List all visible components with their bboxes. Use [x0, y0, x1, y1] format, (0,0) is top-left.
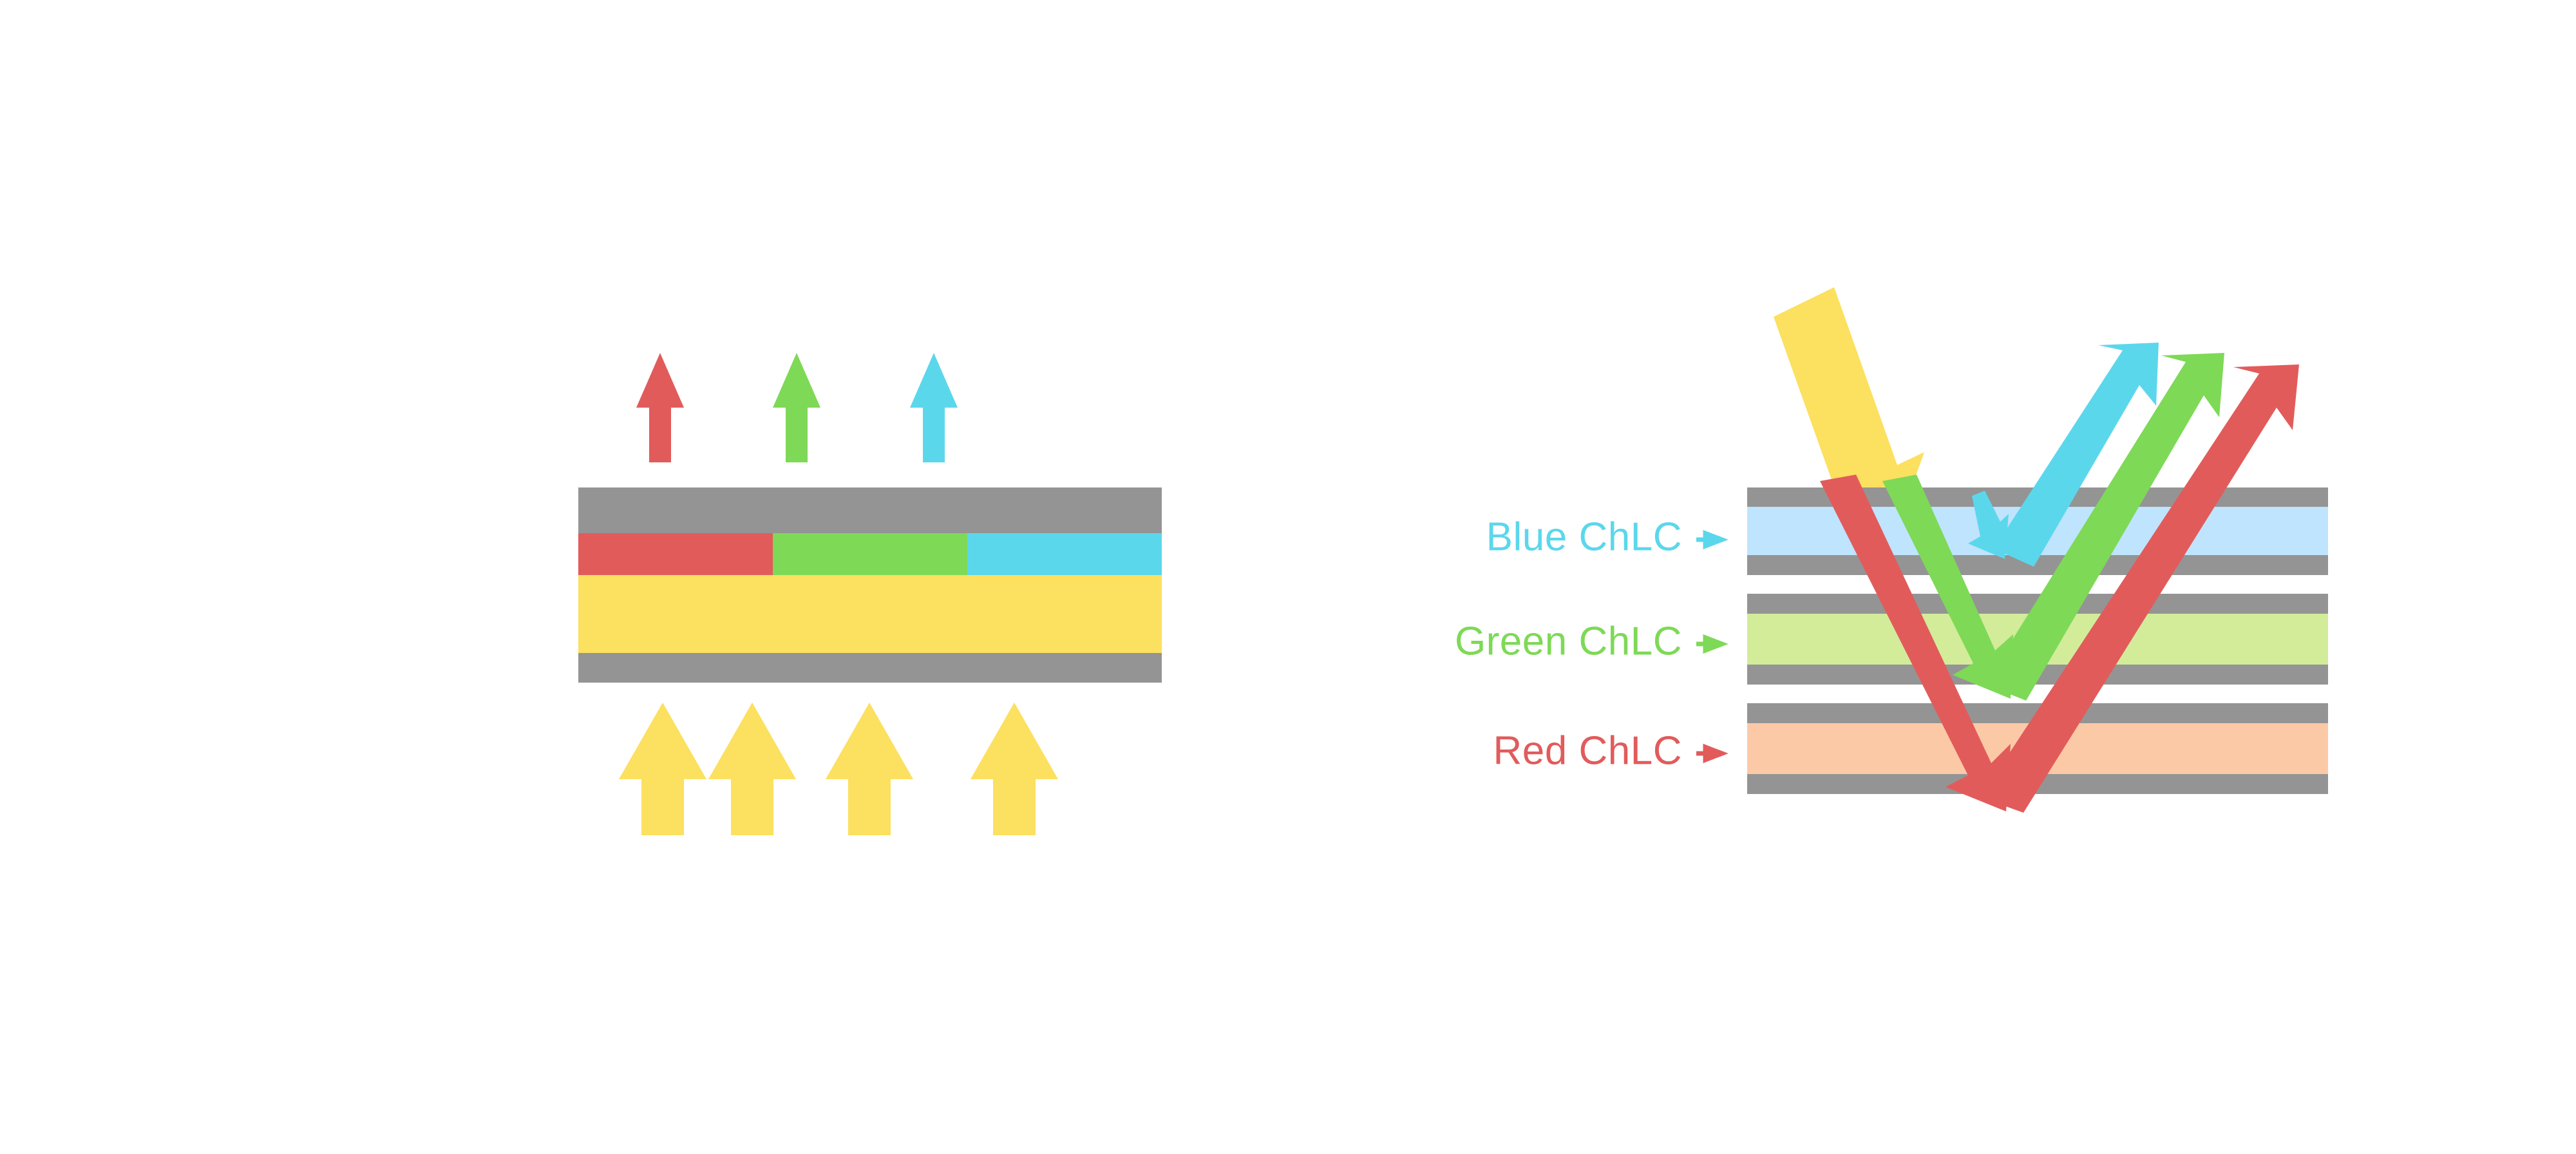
green-filter-segment [773, 533, 967, 575]
left-source-arrows [619, 703, 1058, 835]
yellow-backlight-layer [578, 575, 1162, 653]
red-chlc-label: Red ChLC [1493, 728, 1728, 773]
yellow-source-arrow-1 [619, 703, 706, 835]
blue-exit-ray [1994, 343, 2159, 567]
blue-label-arrow-icon [1696, 529, 1728, 550]
right-panel: Blue ChLC Green ChLC Red ChLC [1455, 287, 2328, 813]
green-descending-ray [1882, 475, 2013, 699]
left-stack [578, 487, 1162, 683]
green-chlc-label: Green ChLC [1455, 619, 1728, 663]
blue-ray-path [1968, 343, 2159, 567]
bottom-gray-substrate [578, 653, 1162, 683]
ambient-light-arrow [1774, 287, 1924, 534]
yellow-source-arrow-2 [708, 703, 796, 835]
green-label-arrow-icon [1696, 634, 1728, 654]
red-label-arrow-icon [1696, 743, 1728, 764]
blue-chlc-label: Blue ChLC [1486, 515, 1728, 559]
blue-chlc-label-text: Blue ChLC [1486, 515, 1682, 559]
red-filter-segment [578, 533, 773, 575]
top-gray-substrate [578, 487, 1162, 533]
green-ray-path [1882, 353, 2224, 701]
red-exit-arrow [636, 353, 684, 462]
cyan-filter-segment [967, 533, 1162, 575]
green-chlc-label-text: Green ChLC [1455, 619, 1682, 663]
rgb-color-filter-row [578, 533, 1162, 575]
green-exit-arrow [773, 353, 820, 462]
right-labels: Blue ChLC Green ChLC Red ChLC [1455, 515, 1728, 773]
left-panel [578, 353, 1162, 835]
green-exit-ray [1985, 353, 2224, 701]
red-chlc-label-text: Red ChLC [1493, 728, 1682, 773]
yellow-source-arrow-3 [826, 703, 913, 835]
yellow-source-arrow-4 [971, 703, 1058, 835]
left-exit-arrows [636, 353, 958, 462]
cyan-exit-arrow [910, 353, 958, 462]
red-ray-path [1820, 364, 2299, 813]
red-descending-ray [1820, 475, 2011, 811]
red-exit-ray [1980, 364, 2299, 813]
